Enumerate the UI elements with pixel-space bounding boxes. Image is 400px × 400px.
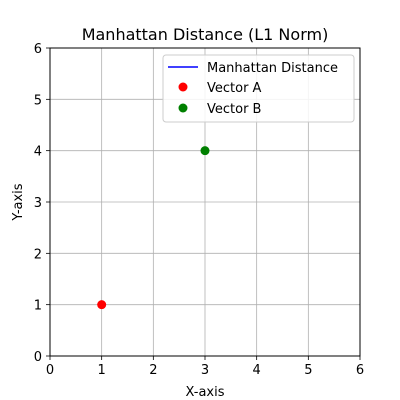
data-marks [97,146,210,310]
y-tick-label: 5 [34,93,42,108]
x-axis-label: X-axis [186,385,225,400]
y-tick-label: 1 [34,299,42,314]
x-ticks: 0 1 2 3 4 5 6 [46,356,364,378]
y-axis-label: Y-axis [11,183,26,221]
y-ticks: 0 1 2 3 4 5 6 [34,42,50,365]
y-tick-label: 2 [34,247,42,262]
chart-title: Manhattan Distance (L1 Norm) [82,25,329,44]
legend-box [162,54,355,123]
legend-label-manhattan-distance: Manhattan Distance [207,61,338,76]
x-tick-label: 4 [253,363,261,378]
x-tick-label: 6 [356,363,364,378]
legend-marker-vector-b [178,103,188,113]
legend-marker-vector-a [178,82,188,92]
point-vector-b [200,146,210,156]
x-tick-label: 0 [46,363,54,378]
y-tick-label: 6 [34,42,42,57]
legend-label-vector-b: Vector B [207,102,261,117]
x-tick-label: 3 [201,363,209,378]
x-tick-label: 1 [98,363,106,378]
y-tick-label: 4 [34,145,42,160]
point-vector-a [97,300,107,310]
x-tick-label: 2 [149,363,157,378]
y-tick-label: 3 [34,196,42,211]
legend: Manhattan Distance Vector A Vector B [162,54,355,123]
y-tick-label: 0 [34,350,42,365]
x-tick-label: 5 [304,363,312,378]
legend-label-vector-a: Vector A [207,81,262,96]
